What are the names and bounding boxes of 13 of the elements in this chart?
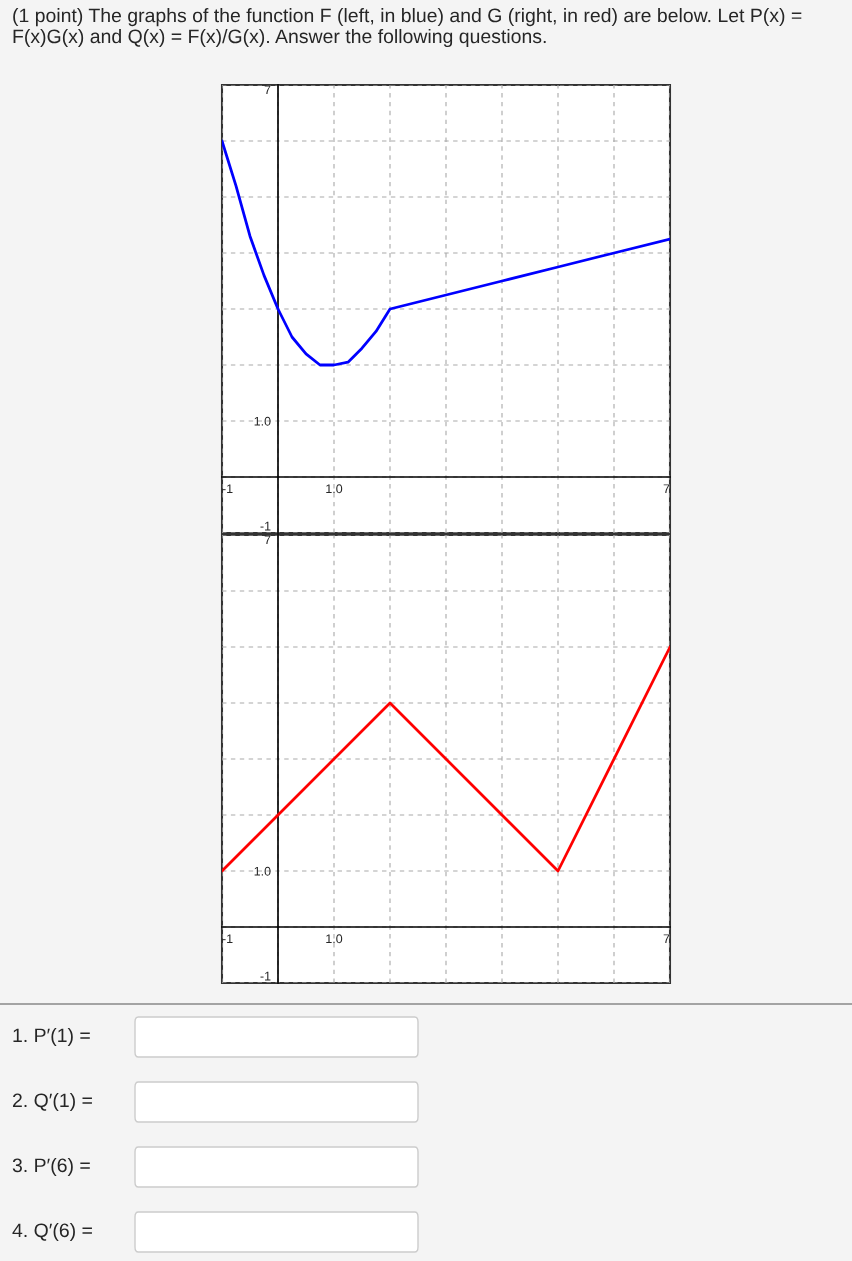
x-tick-label: 1.0 bbox=[326, 934, 343, 944]
y-tick-label: 1.0 bbox=[254, 866, 271, 876]
x-tick-label: 1.0 bbox=[326, 484, 343, 494]
y-tick-label: 7 bbox=[264, 85, 271, 95]
y-tick-label: 7 bbox=[264, 535, 271, 545]
chart-title: (1 point) The graphs of the function F (left, in blue) and G (right, in red) are below. Let P(x) = F(x)G(x) and Q(x) = F(x)/G(x). Answer the following questions. bbox=[13, 8, 802, 48]
y-tick-label: -1 bbox=[260, 971, 271, 981]
text: 4. Q′(6) = bbox=[12, 1222, 92, 1242]
y-tick-label: 1.0 bbox=[254, 416, 271, 426]
y-tick-label: -1 bbox=[260, 521, 271, 531]
text: 2. Q′(1) = bbox=[12, 1092, 92, 1112]
text: 1. P′(1) = bbox=[13, 1027, 90, 1047]
text: 3. P′(6) = bbox=[12, 1157, 90, 1177]
